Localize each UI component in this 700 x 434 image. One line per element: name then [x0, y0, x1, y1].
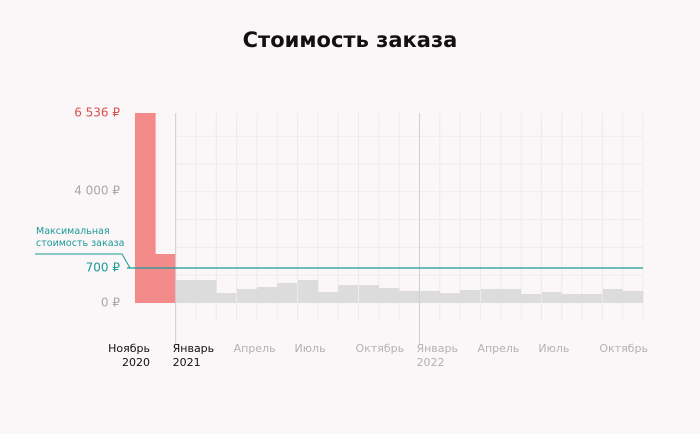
bar: [460, 290, 481, 303]
bar: [256, 287, 278, 303]
x-tick-label: Ноябрь 2020: [108, 342, 150, 369]
bar: [277, 283, 298, 303]
bar: [500, 289, 522, 303]
bar: [480, 289, 502, 303]
y-tick-label: 0 ₽: [101, 296, 120, 310]
x-tick-label: Июль: [538, 342, 570, 355]
bar: [317, 292, 339, 303]
bar: [622, 291, 644, 303]
bar: [561, 294, 583, 303]
x-tick-label: Октябрь: [355, 342, 405, 355]
bar: [521, 294, 542, 303]
bar: [236, 289, 258, 303]
x-tick-label: Апрель: [233, 342, 276, 355]
x-tick-label: Январь 2021: [172, 342, 215, 369]
bar: [582, 294, 603, 303]
bar: [439, 293, 461, 303]
bar: [378, 288, 400, 303]
bar: [135, 113, 156, 303]
bar: [399, 291, 420, 303]
bar: [155, 254, 176, 303]
x-tick-label: Июль: [294, 342, 326, 355]
bar: [297, 280, 319, 303]
y-tick-label: 6 536 ₽: [74, 106, 120, 120]
bar: [419, 291, 441, 303]
threshold-label: Максимальная стоимость заказа: [36, 226, 125, 249]
x-tick-label: Январь 2022: [416, 342, 458, 369]
bar: [195, 280, 217, 303]
x-tick-label: Октябрь: [599, 342, 648, 355]
chart-title: Стоимость заказа: [242, 28, 458, 52]
threshold-connector: [35, 253, 131, 269]
bar: [358, 285, 380, 303]
bar: [338, 285, 359, 303]
bar: [175, 280, 197, 303]
bar: [602, 289, 623, 303]
bar: [216, 293, 237, 303]
y-tick-label: 4 000 ₽: [74, 184, 120, 198]
x-tick-label: Апрель: [477, 342, 520, 355]
y-tick-label: 700 ₽: [86, 261, 121, 275]
bar: [541, 292, 563, 303]
